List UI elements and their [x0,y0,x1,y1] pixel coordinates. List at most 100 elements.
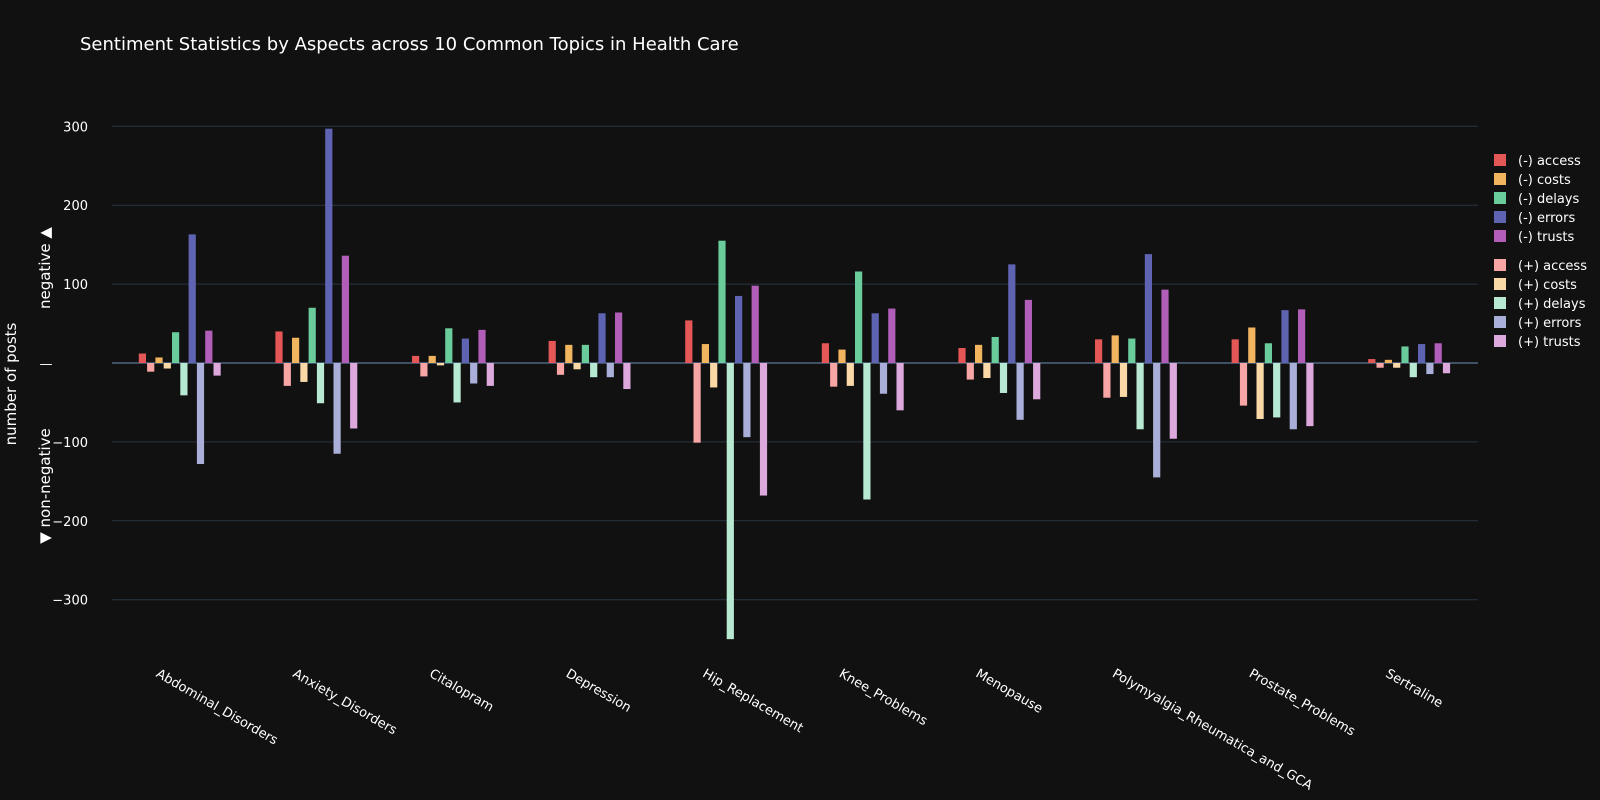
bar [341,255,349,363]
bar [1103,363,1111,398]
bars-group [138,128,1451,640]
bar [1264,343,1272,363]
bar [155,357,163,363]
x-tick-labels: Abdominal_Disorders Anxiety_Disorders Cita… [153,666,1445,793]
bar [855,271,863,363]
bar [292,337,300,363]
bar [573,363,581,370]
bar [983,363,991,378]
bar [188,234,196,363]
bar [412,355,420,363]
x-tick-label: Depression [563,666,633,715]
legend-item-label: (+) errors [1518,316,1582,331]
bar [453,363,461,403]
bar [1281,310,1289,363]
legend-swatch [1494,259,1506,271]
bar [1368,359,1376,363]
bar [1306,363,1314,427]
y-axis-label-group: negative ▲ number of posts ▼ non-negativ… [2,227,54,544]
bar [1248,327,1256,363]
y-tick-label: 200 [63,199,88,214]
bar [138,353,146,363]
y-zero-label: — [40,357,53,372]
legend-item-label: (+) delays [1518,297,1586,312]
x-tick-label: Sertraline [1383,666,1445,711]
bar [830,363,838,387]
legend-item-label: (+) access [1518,259,1587,274]
bar [205,330,213,363]
bar [196,363,205,464]
bar [581,344,589,363]
bar [1119,363,1128,397]
bar [1409,363,1417,378]
x-tick-label: Knee_Problems [836,666,930,729]
bar [1016,363,1024,420]
legend-item-label: (+) costs [1518,278,1577,293]
bar [283,363,291,386]
bar [958,348,966,363]
bar [1376,363,1384,368]
bar [1273,363,1281,418]
bar [718,240,726,363]
bar [615,312,623,363]
bar [623,363,631,390]
legend-swatch [1494,335,1506,347]
bar [316,363,325,404]
legend-item-label: (-) costs [1518,173,1571,188]
bar [1095,339,1103,363]
bar [436,363,445,366]
bar [999,363,1008,393]
bar [333,363,341,454]
bar [445,328,453,363]
bar [1289,363,1297,430]
y-axis-label-main: number of posts [2,322,20,445]
x-tick-label: Prostate_Problems [1246,666,1358,739]
bar [556,363,565,375]
bar [470,363,478,384]
x-tick-label: Menopause [973,666,1045,716]
bar [1169,363,1177,439]
y-tick-label: −100 [52,436,88,451]
bar [863,363,871,500]
bar [1033,363,1041,400]
bar [350,363,358,429]
legend-item-label: (-) trusts [1518,230,1575,245]
bar [1298,309,1306,363]
bar [693,363,701,443]
y-axis-label-down: ▼ non-negative [36,428,54,544]
bar [147,363,155,372]
legend-swatch [1494,278,1506,290]
bar [1426,363,1434,375]
y-tick-label: 100 [63,278,88,293]
legend-swatch [1494,316,1506,328]
bar [565,344,573,363]
bar [975,344,983,363]
bar [1111,335,1119,363]
bar [461,338,469,363]
bar [1153,363,1161,478]
legend-item-label: (-) errors [1518,211,1575,226]
bar [1144,254,1152,363]
bar [606,363,614,378]
y-tick-label: −300 [52,594,88,609]
legend-swatch [1494,230,1506,242]
bar [838,349,846,363]
bar [1434,343,1442,363]
legend-item-label: (-) delays [1518,192,1579,207]
bar [548,340,556,363]
bar [871,313,879,363]
bar [1393,363,1401,368]
legend-swatch [1494,173,1506,185]
x-tick-label: Hip_Replacement [700,666,806,736]
bar [172,332,180,363]
bar [879,363,888,394]
bar [888,308,896,363]
legend-swatch [1494,154,1506,166]
bar [726,363,734,640]
bar [590,363,598,378]
bar [180,363,188,396]
legend-item-label: (+) trusts [1518,335,1581,350]
chart-title: Sentiment Statistics by Aspects across 1… [80,34,739,55]
legend-swatch [1494,211,1506,223]
